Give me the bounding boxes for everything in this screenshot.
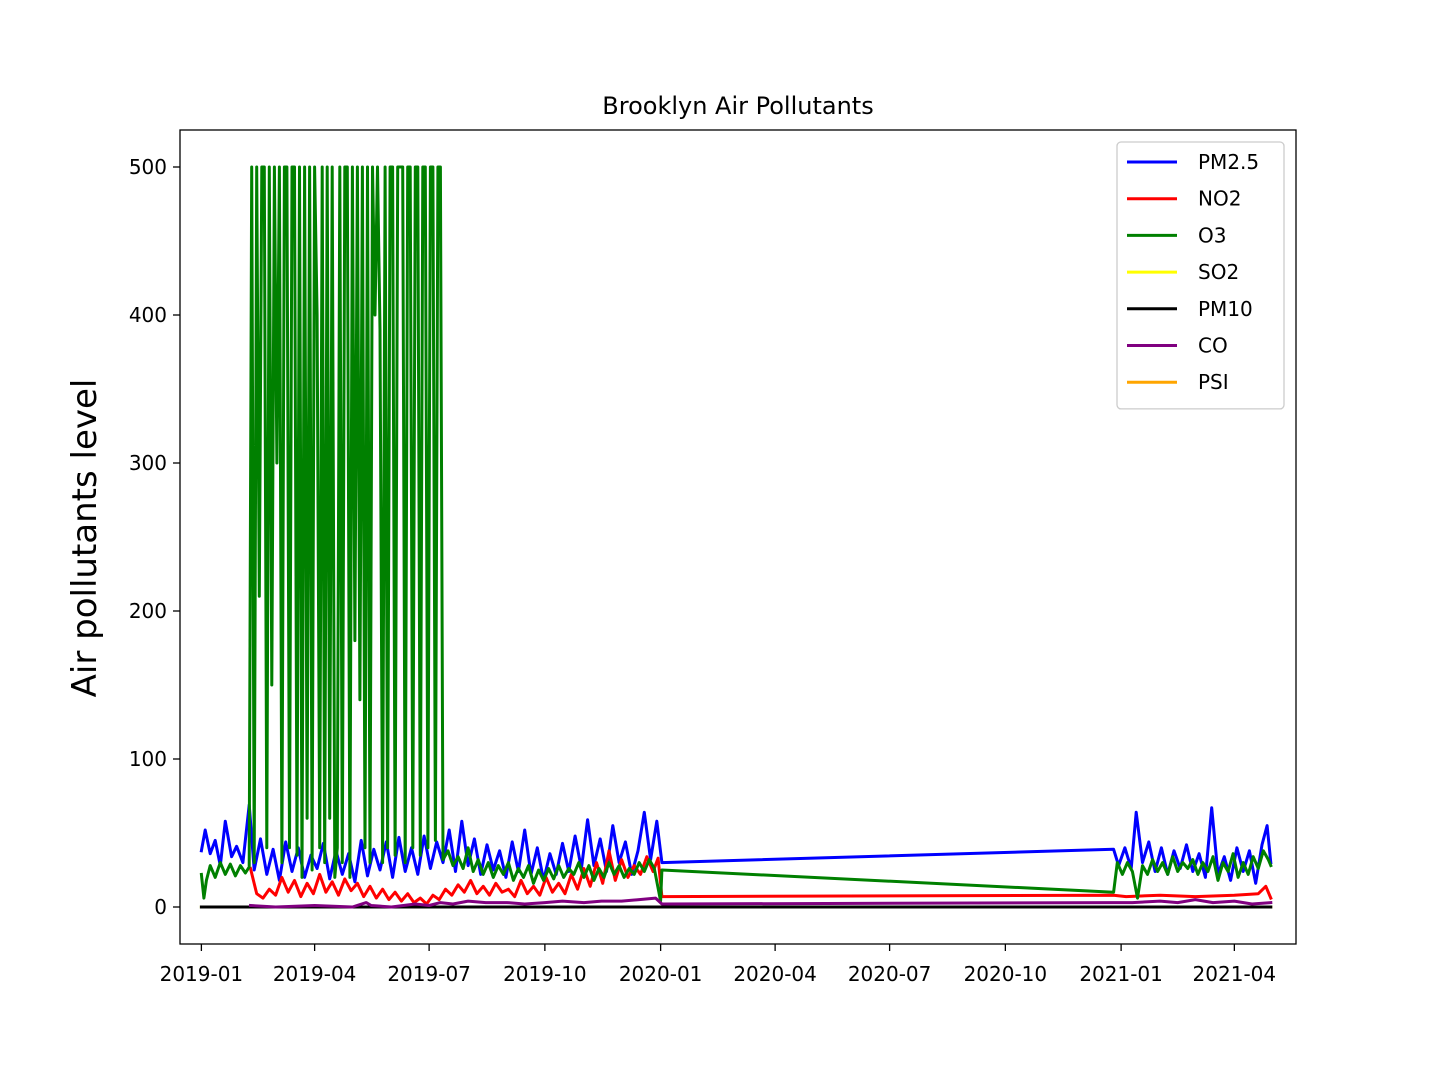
y-axis-label: Air pollutants level	[65, 379, 105, 698]
x-tick-label: 2019-01	[160, 962, 244, 986]
chart-title: Brooklyn Air Pollutants	[602, 92, 873, 120]
legend-label: CO	[1198, 334, 1228, 358]
y-axis: 0 100 200 300 400 500	[129, 155, 180, 919]
series-layer	[199, 165, 1273, 909]
legend-label: NO2	[1198, 187, 1241, 211]
y-tick-label: 0	[154, 895, 167, 919]
y-tick-label: 200	[129, 599, 167, 623]
y-tick-label: 500	[129, 155, 167, 179]
legend-label: PM2.5	[1198, 150, 1259, 174]
plot-frame	[179, 129, 1297, 945]
y-tick-label: 400	[129, 303, 167, 327]
x-tick-label: 2020-01	[619, 962, 703, 986]
y-tick-label: 100	[129, 747, 167, 771]
legend-label: PM10	[1198, 297, 1253, 321]
x-tick-label: 2021-01	[1079, 962, 1163, 986]
legend: PM2.5 NO2 O3 SO2 PM10 CO PSI	[1116, 141, 1285, 410]
y-tick-label: 300	[129, 451, 167, 475]
series-line-co	[248, 896, 1273, 909]
x-tick-label: 2021-04	[1193, 962, 1277, 986]
x-tick-label: 2019-04	[273, 962, 357, 986]
x-tick-label: 2019-07	[387, 962, 471, 986]
series-line-no2	[248, 849, 1273, 906]
legend-label: SO2	[1198, 260, 1239, 284]
x-axis: 2019-01 2019-04 2019-07 2019-10 2020-01 2020-…	[160, 944, 1277, 986]
x-tick-label: 2020-10	[964, 962, 1048, 986]
x-tick-label: 2020-04	[733, 962, 817, 986]
legend-label: PSI	[1198, 370, 1229, 394]
legend-box	[1116, 141, 1285, 410]
legend-label: O3	[1198, 223, 1226, 247]
x-tick-label: 2020-07	[848, 962, 932, 986]
series-line-o3	[199, 165, 1273, 903]
x-tick-label: 2019-10	[503, 962, 587, 986]
